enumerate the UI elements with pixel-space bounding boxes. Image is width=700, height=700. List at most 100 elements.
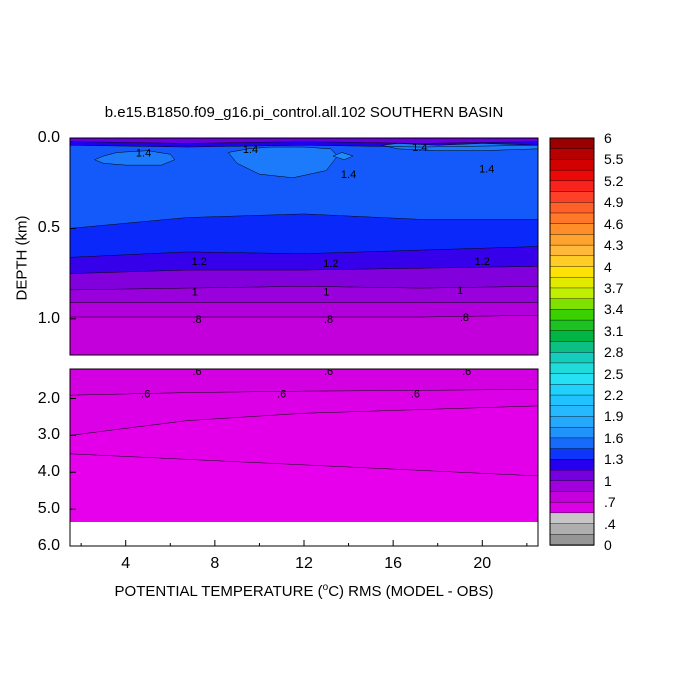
- colorbar-tick-label: .4: [604, 515, 616, 532]
- y-tick-label: 1.0: [37, 309, 60, 327]
- colorbar-cell: [549, 191, 595, 203]
- x-tick-label: 12: [295, 555, 313, 572]
- x-tick-label: 16: [384, 555, 403, 572]
- colorbar-tick-label: 4.6: [604, 215, 624, 232]
- colorbar-cell: [549, 491, 595, 503]
- colorbar-tick-label: 4.9: [604, 194, 624, 211]
- colorbar-tick-label: 6: [604, 130, 612, 146]
- contour-label-14: .6: [192, 366, 201, 378]
- colorbar-cell: [549, 362, 595, 375]
- colorbar-tick-label: 1.6: [604, 429, 624, 446]
- contour-band-upper-4: [70, 246, 538, 274]
- colorbar-cell: [549, 180, 595, 193]
- y-tick-label: 5.0: [37, 500, 60, 518]
- colorbar-tick-label: 4.3: [604, 237, 624, 254]
- colorbar-cell: [549, 266, 595, 278]
- contour-label-13: .8: [460, 312, 469, 324]
- contour-band-lower-2: [70, 405, 538, 476]
- contour-band-lower-0: [70, 369, 538, 396]
- contour-line-upper-3: [70, 246, 538, 258]
- colorbar-cell: [549, 330, 595, 343]
- colorbar-cell: [549, 255, 595, 268]
- colorbar-tick-label: 2.8: [604, 344, 624, 361]
- colorbar-tick-label: 5.5: [604, 151, 624, 168]
- x-axis-label: POTENTIAL TEMPERATURE (oC) RMS (MODEL - …: [114, 582, 494, 600]
- contour-label-10: 1: [457, 285, 463, 297]
- contour-band-upper-8: [70, 315, 538, 355]
- colorbar-tick-label: 2.2: [604, 387, 624, 404]
- contour-band-upper-5: [70, 266, 538, 290]
- y-tick-label: 3.0: [37, 426, 60, 444]
- colorbar-cell: [549, 394, 595, 407]
- contour-band-upper-7: [70, 302, 538, 318]
- contour-line-lower-1: [70, 405, 538, 436]
- colorbar-cell: [549, 373, 595, 386]
- y-axis-label: DEPTH (km): [13, 215, 31, 301]
- colorbar-frame: [549, 137, 595, 546]
- upper-panel: 1.4 1.4 1.4 1.4 1.4 1.2 1.2 1.2 1 1 1 .8 .8 .8: [69, 137, 539, 356]
- chart-title: b.e15.B1850.f09_g16.pi_control.all.102 S…: [104, 104, 504, 121]
- colorbar-cell: [549, 437, 595, 450]
- colorbar-cell: [549, 277, 595, 289]
- colorbar-tick-label: 1.9: [604, 408, 624, 425]
- contour-label-15: .6: [324, 366, 333, 378]
- contour-line-lower-0: [70, 389, 538, 396]
- colorbar-cell: [549, 212, 595, 225]
- contour-line-upper-4: [70, 266, 538, 274]
- contour-label-16: .6: [462, 366, 471, 378]
- colorbar-cell: [549, 426, 595, 439]
- colorbar: [549, 137, 595, 546]
- colorbar-cell: [549, 384, 595, 396]
- colorbar-cell: [549, 298, 595, 311]
- contour-line-lower-2: [70, 453, 538, 477]
- colorbar-tick-label: 5.2: [604, 172, 624, 189]
- colorbar-cell: [549, 148, 595, 161]
- contour-patch-2: [381, 143, 538, 151]
- colorbar-cell: [549, 448, 595, 461]
- colorbar-tick-label: 3.4: [604, 301, 624, 318]
- contour-label-4: 1.4: [479, 164, 494, 176]
- colorbar-cell: [549, 405, 595, 418]
- contour-band-lower-1: [70, 389, 538, 436]
- colorbar-cell: [549, 341, 595, 353]
- contour-label-11: .8: [192, 314, 201, 326]
- contour-band-lower-3: [70, 453, 538, 523]
- contour-label-19: .6: [411, 388, 420, 400]
- contour-band-upper-3: [70, 213, 538, 258]
- colorbar-cell: [549, 352, 595, 364]
- colorbar-cell: [549, 223, 595, 236]
- colorbar-cell: [549, 234, 595, 246]
- contour-line-upper-7: [70, 314, 538, 318]
- colorbar-cell: [549, 202, 595, 214]
- colorbar-cell: [549, 137, 595, 150]
- contour-patch-3: [332, 152, 354, 160]
- colorbar-cell: [549, 501, 595, 514]
- contour-label-5: 1.2: [192, 256, 207, 268]
- contour-label-8: 1: [192, 287, 198, 299]
- contour-label-6: 1.2: [323, 258, 338, 270]
- contour-label-17: .6: [141, 389, 150, 401]
- contour-line-upper-1: [70, 144, 538, 148]
- y-tick-label: 0.5: [37, 219, 60, 237]
- colorbar-tick-label: 4: [604, 258, 612, 275]
- colorbar-cell: [549, 523, 595, 535]
- x-tick-label: 8: [210, 555, 220, 572]
- colorbar-cell: [549, 319, 595, 332]
- colorbar-tick-label: 1: [604, 472, 612, 489]
- colorbar-tick-label: 2.5: [604, 365, 624, 382]
- colorbar-cell: [549, 534, 595, 546]
- contour-label-12: .8: [324, 314, 333, 326]
- contour-label-0: 1.4: [136, 147, 151, 159]
- y-tick-label: 4.0: [37, 463, 60, 481]
- contour-line-upper-5: [70, 286, 538, 291]
- x-tick-label: 4: [121, 555, 131, 572]
- colorbar-cell: [549, 512, 595, 525]
- colorbar-tick-label: 3.7: [604, 279, 624, 296]
- contour-label-7: 1.2: [475, 256, 490, 268]
- colorbar-tick-label: 3.1: [604, 322, 624, 339]
- colorbar-tick-label: 1.3: [604, 451, 624, 468]
- contour-line-upper-2: [70, 213, 538, 229]
- contour-label-18: .6: [277, 388, 286, 400]
- colorbar-tick-label: .7: [604, 494, 616, 511]
